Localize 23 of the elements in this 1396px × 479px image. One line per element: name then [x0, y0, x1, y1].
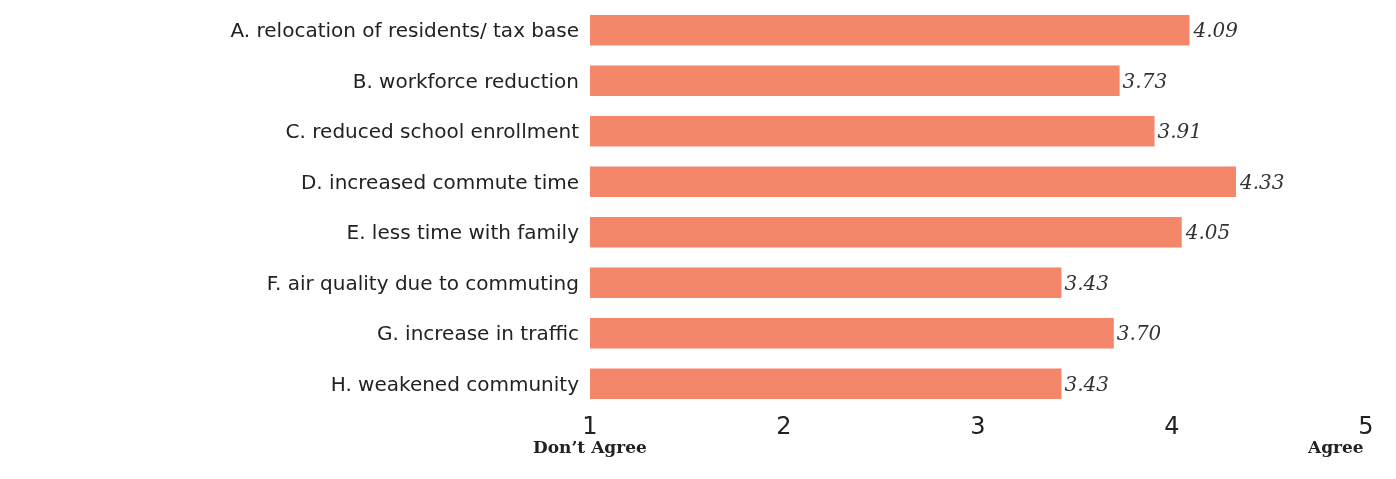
y-tick-label: F. air quality due to commuting: [266, 270, 579, 295]
y-tick-label: H. weakened community: [330, 371, 580, 396]
text: Agree: [1307, 437, 1364, 457]
data-label: 3.73: [1122, 68, 1168, 93]
y-tick-label: D. increased commute time: [300, 169, 579, 194]
x-tick-label: 4: [1164, 412, 1180, 440]
x-tick-label: 5: [1358, 412, 1374, 440]
data-label: 4.33: [1239, 169, 1285, 194]
y-tick-label: E. less time with family: [346, 220, 580, 245]
y-tick-label: G. increase in traffic: [376, 321, 579, 346]
data-label: 4.05: [1184, 220, 1231, 245]
data-label: 3.43: [1064, 270, 1109, 295]
data-label: 3.43: [1064, 371, 1109, 396]
data-label: 3.70: [1116, 321, 1162, 346]
data-label: 4.09: [1192, 18, 1239, 43]
text: Don’t Agree: [533, 437, 647, 457]
x-tick-label: 3: [970, 412, 986, 440]
x-tick-label: 2: [776, 412, 792, 440]
y-tick-label: A. relocation of residents/ tax base: [230, 18, 579, 43]
data-label: 3.91: [1157, 119, 1203, 144]
y-tick-label: C. reduced school enrollment: [285, 119, 580, 144]
y-tick-label: B. workforce reduction: [352, 68, 579, 93]
x-tick-label: 1: [582, 412, 598, 440]
